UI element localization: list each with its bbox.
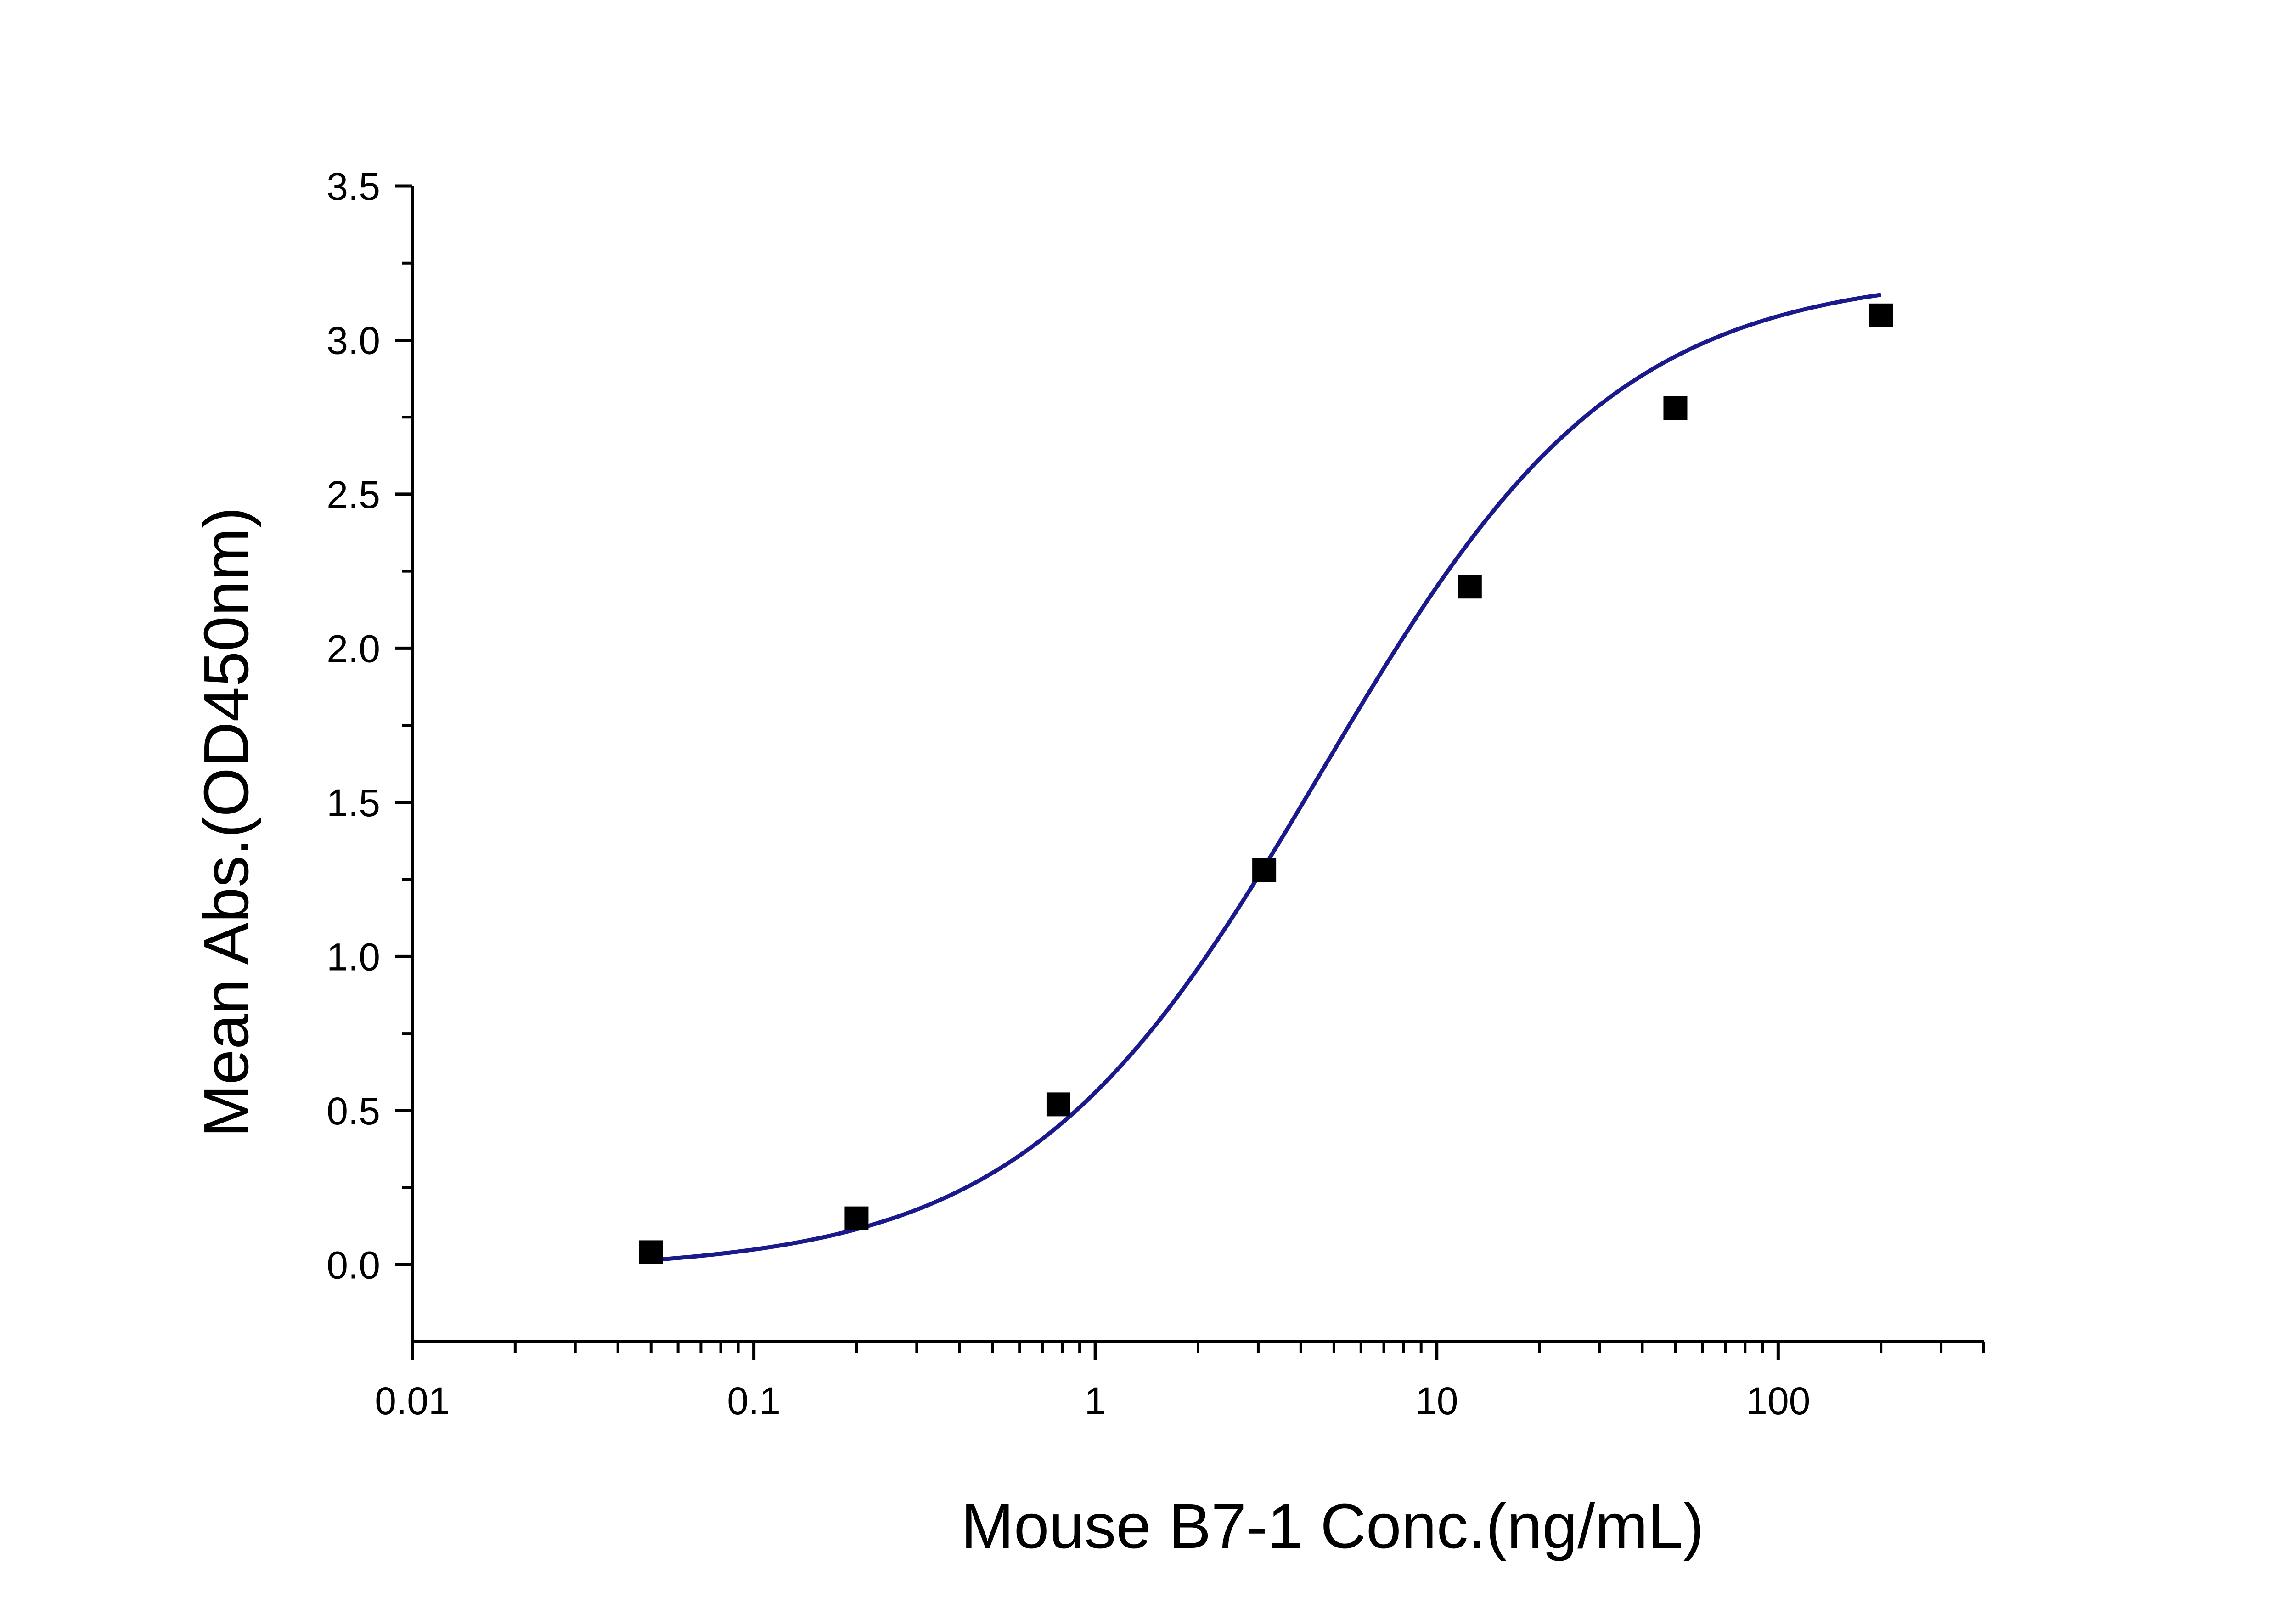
y-tick-label: 0.5 bbox=[326, 1089, 380, 1133]
y-tick-label: 1.5 bbox=[326, 781, 380, 824]
y-axis-ticks: 0.0 0.5 1.0 1.5 2.0 2.5 3.0 3.5 bbox=[326, 165, 412, 1287]
data-point bbox=[1869, 303, 1893, 327]
data-point bbox=[1458, 575, 1482, 599]
x-tick-label: 100 bbox=[1746, 1379, 1810, 1422]
x-tick-label: 0.1 bbox=[727, 1379, 781, 1422]
x-tick-label: 10 bbox=[1415, 1379, 1458, 1422]
y-tick-label: 3.5 bbox=[326, 165, 380, 208]
y-tick-label: 2.5 bbox=[326, 473, 380, 516]
y-tick-label: 3.0 bbox=[326, 319, 380, 362]
y-tick-label: 0.0 bbox=[326, 1243, 380, 1287]
x-tick-label: 0.01 bbox=[375, 1379, 450, 1422]
y-tick-label: 1.0 bbox=[326, 935, 380, 978]
data-points bbox=[639, 303, 1893, 1264]
data-point bbox=[844, 1206, 869, 1230]
fit-curve bbox=[651, 293, 1881, 1262]
x-tick-label: 1 bbox=[1085, 1379, 1106, 1422]
y-axis-title: Mean Abs.(OD450nm) bbox=[191, 507, 262, 1138]
data-point bbox=[1663, 396, 1688, 420]
y-tick-label: 2.0 bbox=[326, 627, 380, 670]
data-point bbox=[1252, 858, 1277, 882]
x-axis-title: Mouse B7-1 Conc.(ng/mL) bbox=[961, 1491, 1704, 1562]
data-point bbox=[1046, 1092, 1070, 1117]
data-point bbox=[639, 1240, 663, 1264]
axes bbox=[411, 186, 1984, 1343]
x-axis-ticks: 0.01 0.1 1 10 100 bbox=[375, 1342, 1985, 1422]
